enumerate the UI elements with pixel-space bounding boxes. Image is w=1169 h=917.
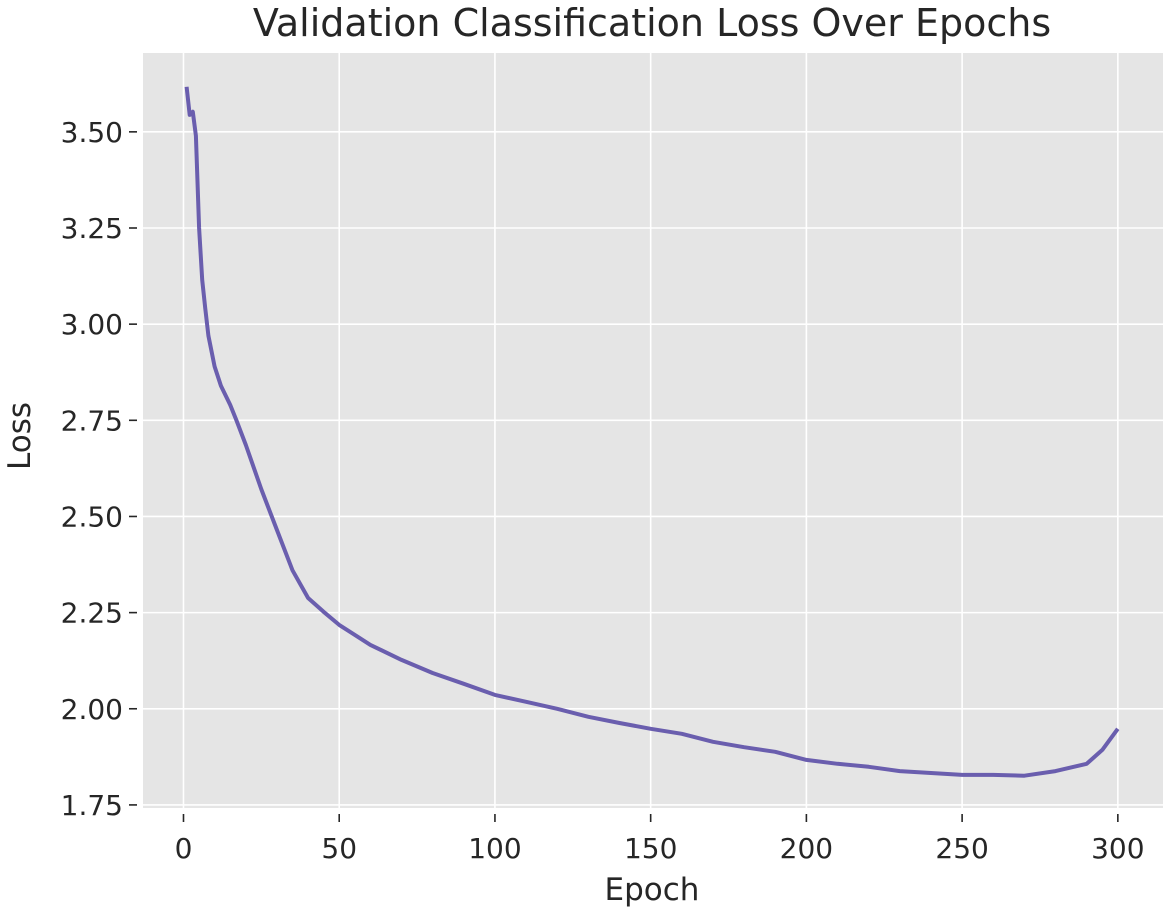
x-tick-label: 50 — [321, 832, 357, 865]
y-tick-label: 1.75 — [61, 789, 123, 822]
x-tick-label: 150 — [624, 832, 677, 865]
y-axis-label: Loss — [2, 402, 38, 470]
y-tick-label: 3.00 — [61, 308, 123, 341]
x-tick-label: 250 — [935, 832, 988, 865]
y-tick-label: 2.50 — [61, 500, 123, 533]
x-tick-label: 200 — [780, 832, 833, 865]
chart-title: Validation Classification Loss Over Epoc… — [253, 1, 1051, 45]
y-tick-label: 2.25 — [61, 597, 123, 630]
y-tick-label: 2.75 — [61, 404, 123, 437]
x-tick-label: 0 — [175, 832, 193, 865]
x-tick-label: 100 — [468, 832, 521, 865]
x-axis: 0 50 100 150 200 250 300 — [175, 814, 1145, 865]
plot-area — [143, 53, 1163, 808]
x-axis-label: Epoch — [605, 872, 700, 908]
loss-line — [184, 86, 1120, 778]
y-tick-label: 3.25 — [61, 212, 123, 245]
y-tick-label: 3.50 — [61, 116, 123, 149]
grid — [143, 53, 1163, 808]
x-tick-label: 300 — [1091, 832, 1144, 865]
y-axis: 1.75 2.00 2.25 2.50 2.75 3.00 3.25 3.50 — [61, 116, 137, 822]
y-tick-label: 2.00 — [61, 693, 123, 726]
